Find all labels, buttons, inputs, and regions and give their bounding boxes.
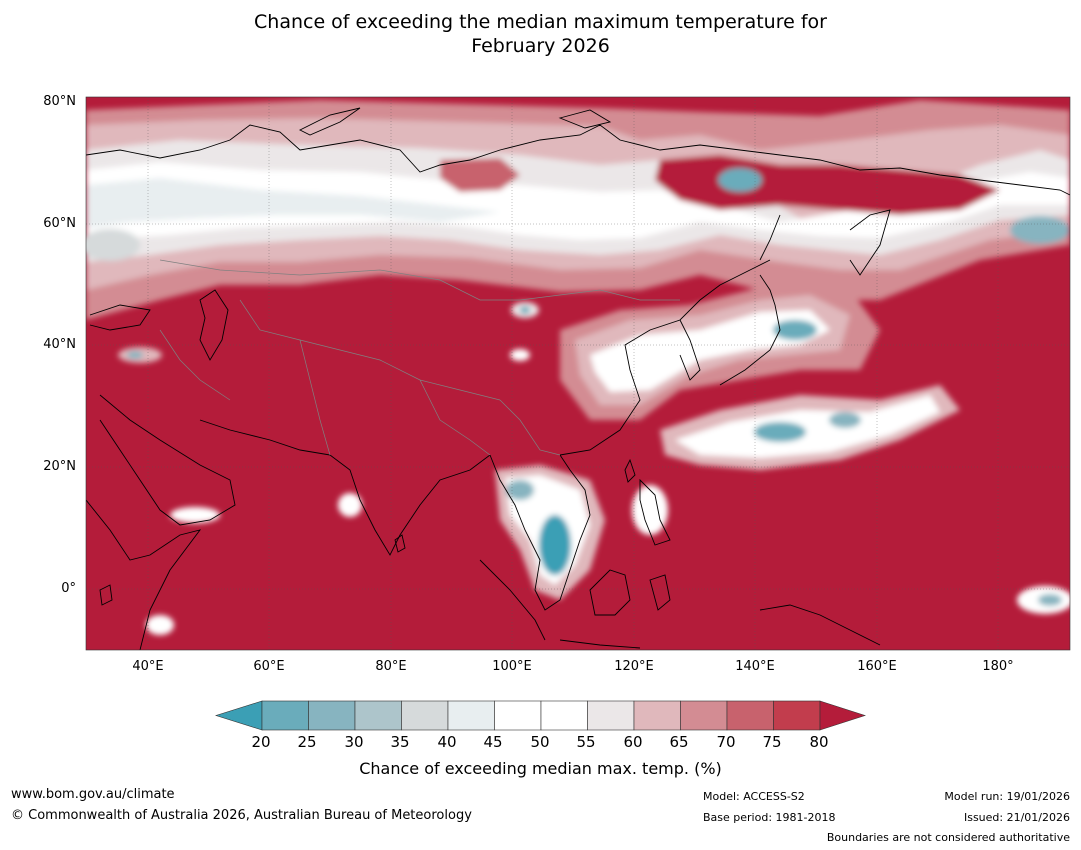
colorbar-tick-50: 50 (530, 733, 550, 751)
field-siberia-pink-edge (440, 158, 520, 192)
chart-title: Chance of exceeding the median maximum t… (0, 10, 1081, 58)
colorbar-tick-75: 75 (762, 733, 782, 751)
field-blue-scs (539, 515, 571, 575)
coastlines (86, 107, 1070, 650)
title-line-1: Chance of exceeding the median maximum t… (254, 11, 827, 33)
colorbar-swatch-25-30 (308, 700, 356, 731)
colorbar-tick-70: 70 (716, 733, 736, 751)
colorbar-extend-low (215, 700, 263, 731)
field-north-pale (86, 178, 500, 228)
colorbar-tick-60: 60 (623, 733, 643, 751)
colorbar (215, 700, 866, 731)
field-blue-chukotka (1010, 216, 1070, 244)
colorbar-tick-45: 45 (483, 733, 503, 751)
field-blue-thai (506, 480, 534, 500)
colorbar-swatch-65-70 (680, 700, 728, 731)
colorbar-tick-25: 25 (297, 733, 317, 751)
colorbar-tick-20: 20 (251, 733, 271, 751)
field-patch-philippines (632, 485, 668, 535)
colorbar-swatch-60-65 (633, 700, 681, 731)
field-patch-mongolia-blue (520, 306, 530, 314)
field-patch-horn (146, 615, 174, 635)
field-patch-caspian-blue (127, 351, 143, 359)
footer-boundaries-note: Boundaries are not considered authoritat… (826, 831, 1070, 844)
field-blue-yakutia (718, 168, 762, 192)
footer-website[interactable]: www.bom.gov.au/climate (11, 787, 175, 802)
lon-label-140e: 140°E (735, 659, 775, 674)
lat-label-60n: 60°N (43, 216, 76, 231)
probability-field (86, 97, 1070, 650)
field-pacific-white (675, 395, 940, 458)
footer-model: Model: ACCESS-S2 (703, 790, 805, 803)
lon-label-80e: 80°E (375, 659, 407, 674)
lon-label-120e: 120°E (614, 659, 654, 674)
field-eastasia-white (590, 310, 830, 392)
footer-model-run: Model run: 19/01/2026 (944, 790, 1070, 803)
field-grey-eu (86, 229, 140, 261)
field-patch-seapacific-blue (1038, 594, 1062, 606)
field-north-white (86, 162, 1070, 240)
colorbar-extend-high (819, 700, 866, 731)
lon-label-160e: 160°E (857, 659, 897, 674)
footer-base-period: Base period: 1981-2018 (703, 811, 836, 824)
title-line-2: February 2026 (471, 35, 610, 57)
colorbar-swatch-30-35 (354, 700, 402, 731)
field-blue-pacific-2 (829, 412, 861, 428)
lat-label-20n: 20°N (43, 459, 76, 474)
lat-label-0: 0° (61, 581, 76, 596)
colorbar-label: Chance of exceeding median max. temp. (%… (359, 759, 722, 778)
colorbar-swatch-50-55 (540, 700, 588, 731)
footer-issued: Issued: 21/01/2026 (963, 811, 1070, 824)
lat-label-40n: 40°N (43, 337, 76, 352)
field-patch-arabia (170, 507, 220, 523)
colorbar-swatch-40-45 (447, 700, 495, 731)
colorbar-swatch-75-80 (773, 700, 821, 731)
colorbar-swatch-45-50 (494, 700, 542, 731)
colorbar-tick-35: 35 (390, 733, 410, 751)
lon-label-60e: 60°E (253, 659, 285, 674)
map-frame (85, 96, 1071, 651)
country-borders (159, 259, 680, 456)
field-blue-pacific (754, 422, 806, 442)
field-patch-india (338, 493, 362, 517)
colorbar-swatch-70-75 (726, 700, 774, 731)
field-patch-tibet (510, 349, 530, 361)
field-blue-japan (773, 320, 817, 340)
footer-copyright: © Commonwealth of Australia 2026, Austra… (11, 808, 472, 823)
colorbar-tick-40: 40 (437, 733, 457, 751)
graticule (86, 97, 1070, 650)
colorbar-tick-80: 80 (809, 733, 829, 751)
lat-label-80n: 80°N (43, 94, 76, 109)
colorbar-tick-65: 65 (669, 733, 689, 751)
colorbar-tick-55: 55 (576, 733, 596, 751)
lon-label-40e: 40°E (132, 659, 164, 674)
colorbar-swatch-35-40 (401, 700, 449, 731)
lon-label-100e: 100°E (492, 659, 532, 674)
colorbar-swatch-20-25 (261, 700, 309, 731)
colorbar-swatch-55-60 (587, 700, 635, 731)
colorbar-tick-30: 30 (344, 733, 364, 751)
lon-label-180: 180° (982, 659, 1014, 674)
